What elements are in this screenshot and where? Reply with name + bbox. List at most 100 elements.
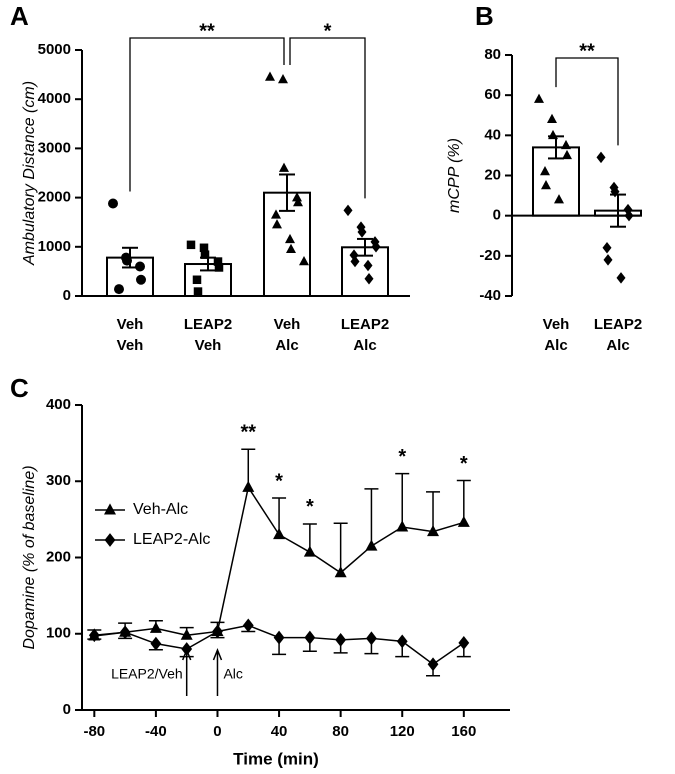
data-point bbox=[293, 197, 303, 207]
data-point bbox=[548, 129, 558, 140]
data-point bbox=[371, 241, 381, 253]
error-bar bbox=[610, 193, 626, 228]
data-point bbox=[343, 204, 353, 217]
data-point bbox=[561, 139, 571, 150]
data-point bbox=[265, 71, 275, 81]
y-axis-label: mCPP (%) bbox=[446, 138, 463, 213]
data-point bbox=[357, 226, 367, 238]
data-point bbox=[286, 243, 296, 254]
legend-marker bbox=[104, 503, 116, 515]
error-line bbox=[333, 522, 348, 573]
error-line bbox=[395, 472, 410, 527]
x-tick-label: -40 bbox=[145, 723, 167, 740]
x-tick-label: 160 bbox=[451, 723, 476, 740]
y-tick-label: 60 bbox=[484, 86, 501, 103]
y-tick-label: -20 bbox=[479, 247, 501, 264]
error-bar bbox=[395, 472, 410, 527]
y-tick-label: -40 bbox=[479, 287, 501, 304]
data-point bbox=[616, 272, 626, 284]
y-tick-label: 200 bbox=[46, 548, 71, 565]
data-point bbox=[213, 257, 223, 266]
y-tick-label: 2000 bbox=[38, 189, 71, 206]
data-point bbox=[292, 192, 302, 202]
x-tick-label: Veh bbox=[274, 316, 301, 333]
y-tick-label: 4000 bbox=[38, 90, 71, 107]
data-point bbox=[396, 634, 408, 649]
data-point bbox=[119, 625, 131, 640]
data-point bbox=[180, 628, 193, 640]
data-point bbox=[534, 93, 544, 103]
significance-bracket bbox=[129, 37, 285, 192]
error-bar bbox=[333, 522, 348, 573]
data-point bbox=[122, 255, 132, 266]
arrow-label: Alc bbox=[223, 666, 242, 682]
x-tick-label: Veh bbox=[117, 316, 144, 333]
data-point bbox=[457, 515, 470, 527]
x-tick-label: -80 bbox=[83, 723, 105, 740]
significance-label: * bbox=[460, 453, 468, 475]
legend-marker bbox=[104, 533, 116, 547]
data-point bbox=[366, 631, 377, 646]
x-tick-label: 120 bbox=[390, 723, 415, 740]
data-point bbox=[108, 198, 118, 209]
data-point bbox=[273, 630, 285, 645]
data-point bbox=[363, 259, 373, 272]
error-bar bbox=[364, 488, 379, 547]
error-bar bbox=[357, 237, 373, 257]
data-point bbox=[136, 274, 146, 285]
y-tick-label: 100 bbox=[46, 625, 71, 642]
data-point bbox=[149, 621, 162, 633]
x-tick-label: LEAP2 bbox=[341, 316, 389, 333]
y-tick-label: 0 bbox=[63, 701, 71, 718]
data-point bbox=[273, 528, 286, 540]
error-bar bbox=[456, 479, 471, 523]
x-tick-label: Veh bbox=[543, 316, 570, 333]
data-point bbox=[554, 194, 564, 204]
panel-label: C bbox=[10, 373, 29, 403]
y-axis-label: Dopamine (% of baseline) bbox=[21, 465, 38, 649]
data-point bbox=[303, 545, 316, 557]
y-tick-label: 80 bbox=[484, 46, 501, 63]
error-line bbox=[426, 491, 441, 532]
data-point bbox=[396, 520, 409, 532]
y-tick-label: 0 bbox=[63, 287, 71, 304]
data-point bbox=[150, 636, 162, 651]
y-tick-label: 20 bbox=[484, 166, 501, 183]
data-point bbox=[540, 165, 550, 176]
significance-label: * bbox=[324, 20, 332, 42]
data-point bbox=[365, 539, 378, 551]
x-tick-label: Alc bbox=[353, 337, 376, 354]
data-point bbox=[212, 624, 223, 639]
y-tick-label: 40 bbox=[484, 126, 501, 143]
data-point bbox=[334, 566, 347, 578]
data-point bbox=[214, 263, 224, 272]
data-point bbox=[88, 628, 100, 643]
significance-label: * bbox=[306, 496, 314, 518]
error-bar bbox=[279, 173, 295, 212]
data-point bbox=[186, 240, 196, 250]
data-point bbox=[242, 618, 254, 633]
data-point bbox=[427, 657, 439, 672]
data-point bbox=[350, 255, 360, 268]
data-point bbox=[596, 151, 606, 164]
y-tick-label: 400 bbox=[46, 396, 71, 413]
y-tick-label: 300 bbox=[46, 472, 71, 489]
arrow-label: LEAP2/Veh bbox=[111, 666, 183, 682]
x-tick-label: 0 bbox=[213, 723, 221, 740]
error-line bbox=[364, 488, 379, 547]
significance-label: * bbox=[275, 470, 283, 492]
x-tick-label: Alc bbox=[544, 337, 567, 354]
data-point bbox=[271, 209, 281, 219]
data-point bbox=[304, 630, 316, 645]
data-point bbox=[335, 632, 347, 647]
data-point bbox=[541, 180, 551, 190]
x-tick-label: Veh bbox=[117, 337, 144, 354]
y-axis-label: Ambulatory Distance (cm) bbox=[21, 81, 38, 266]
significance-bracket bbox=[555, 57, 619, 146]
data-point bbox=[114, 284, 124, 295]
error-line bbox=[456, 479, 471, 523]
x-tick-label: Veh bbox=[195, 337, 222, 354]
significance-label: ** bbox=[240, 422, 256, 444]
data-point bbox=[200, 250, 210, 259]
